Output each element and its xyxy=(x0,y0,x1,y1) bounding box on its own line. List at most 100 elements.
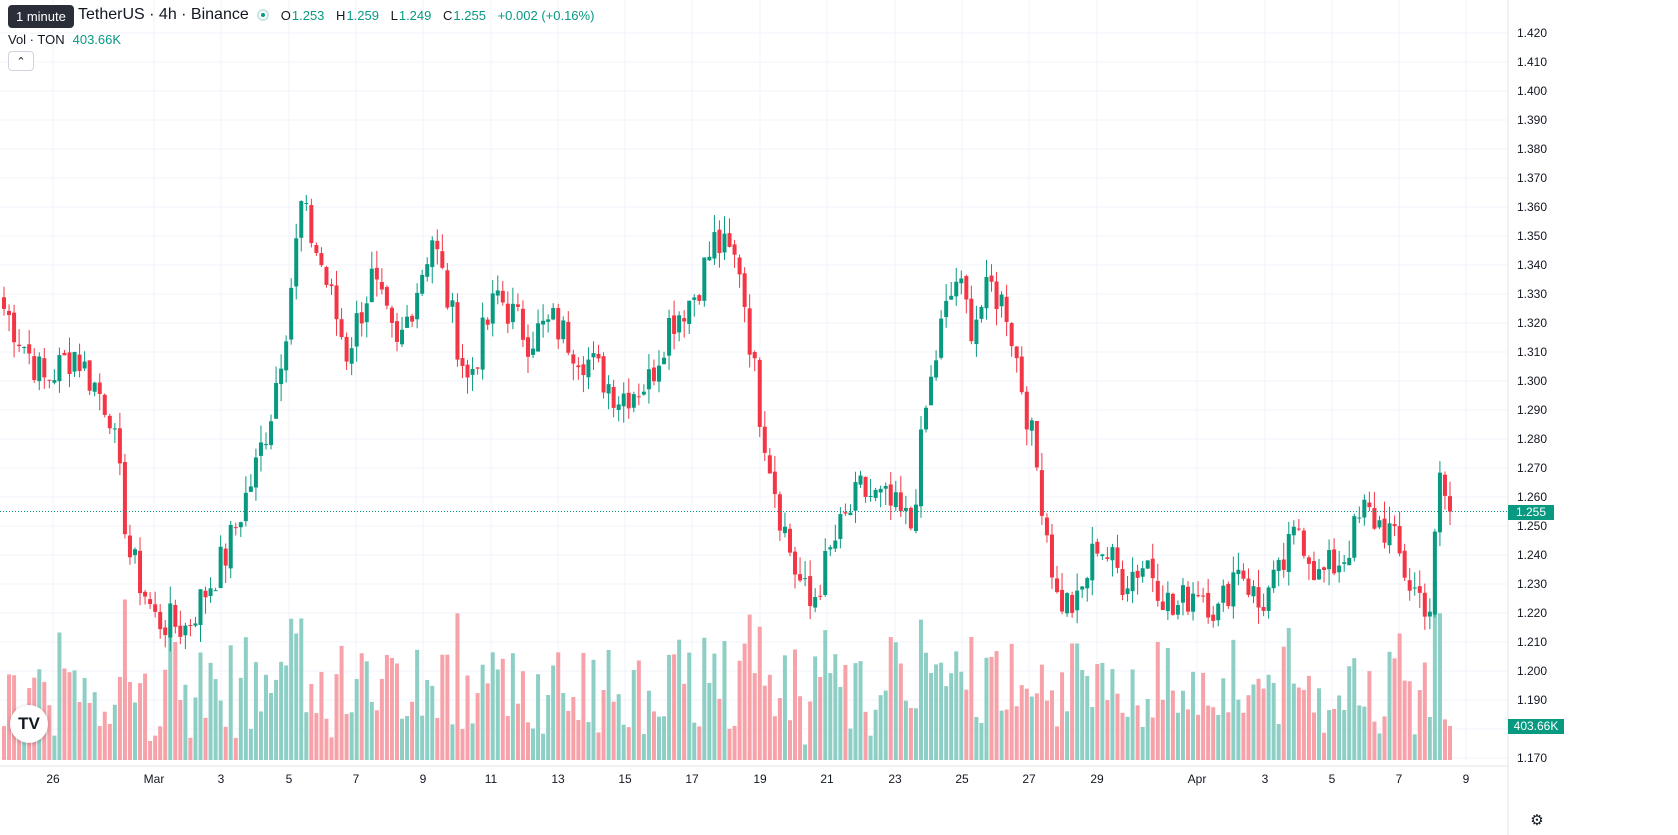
volume-bar xyxy=(1055,726,1060,760)
volume-bar xyxy=(979,722,984,760)
price-tick-label: 1.380 xyxy=(1517,142,1547,156)
volume-bar xyxy=(662,716,667,760)
candle-body xyxy=(525,337,530,357)
settings-icon[interactable]: ⚙ xyxy=(1530,812,1544,829)
volume-bar xyxy=(989,656,994,760)
volume-bar xyxy=(1397,633,1402,760)
volume-bar xyxy=(435,718,440,760)
volume-bar xyxy=(1306,675,1311,760)
candle-body xyxy=(299,201,304,238)
volume-bar xyxy=(1266,674,1271,760)
collapse-legend-button[interactable]: ⌃ xyxy=(8,51,34,71)
candle-body xyxy=(576,365,581,368)
volume-bar xyxy=(677,639,682,760)
candle-body xyxy=(1367,502,1372,508)
candle-body xyxy=(269,421,274,446)
volume-bar xyxy=(233,737,238,760)
time-tick-label: 7 xyxy=(1396,772,1403,786)
candle-body xyxy=(32,356,37,380)
candle-body xyxy=(1311,561,1316,581)
candle-body xyxy=(1301,530,1306,556)
volume-bar xyxy=(339,645,344,760)
volume-bar xyxy=(1427,717,1432,760)
candle-body xyxy=(536,323,541,352)
candle-body xyxy=(1442,474,1447,496)
candle-body xyxy=(974,319,979,345)
volume-bar xyxy=(294,633,299,760)
candles xyxy=(2,194,1452,652)
volume-bar xyxy=(420,715,425,760)
candle-body xyxy=(672,315,677,334)
volume-bar xyxy=(1039,664,1044,760)
volume-bar xyxy=(863,711,868,760)
price-tick-label: 1.390 xyxy=(1517,113,1547,127)
interval-tooltip: 1 minute xyxy=(8,5,74,28)
volume-bar xyxy=(1241,712,1246,760)
candle-body xyxy=(777,494,782,531)
candle-body xyxy=(1387,523,1392,546)
chart-legend: TetherUS · 4h · Binance O1.253 H1.259 L1… xyxy=(8,6,602,24)
volume-bar xyxy=(1201,672,1206,760)
price-tick-label: 1.210 xyxy=(1517,635,1547,649)
candle-body xyxy=(1201,595,1206,597)
volume-bar xyxy=(309,683,314,760)
volume-bar xyxy=(964,689,969,760)
volume-bar xyxy=(1110,669,1115,760)
volume-bar xyxy=(1034,693,1039,760)
candle-body xyxy=(1266,587,1271,611)
volume-bar xyxy=(762,685,767,760)
volume-bar xyxy=(369,701,374,760)
candle-body xyxy=(833,540,838,549)
volume-bar xyxy=(269,692,274,760)
volume-bar xyxy=(1221,678,1226,760)
candle-body xyxy=(87,360,92,391)
symbol-title[interactable]: TetherUS · 4h · Binance xyxy=(78,6,249,23)
candle-body xyxy=(289,287,294,340)
volume-bar xyxy=(1090,707,1095,760)
candle-body xyxy=(314,245,319,254)
candle-body xyxy=(888,484,893,506)
candle-body xyxy=(72,352,77,372)
volume-bar xyxy=(329,737,334,760)
volume-bar xyxy=(823,630,828,760)
grid-lines xyxy=(0,0,1508,760)
volume-bar xyxy=(1296,687,1301,760)
volume-bar xyxy=(793,649,798,760)
time-tick-label: 23 xyxy=(888,772,902,786)
time-tick-label: 3 xyxy=(218,772,225,786)
time-tick-label: Apr xyxy=(1188,772,1207,786)
candle-body xyxy=(616,404,621,410)
volume-bar xyxy=(1246,695,1251,760)
candle-body xyxy=(1306,557,1311,564)
candle-body xyxy=(475,367,480,369)
volume-bar xyxy=(656,716,661,760)
volume-bar xyxy=(717,698,722,760)
candle-body xyxy=(646,369,651,390)
volume-label[interactable]: Vol · TON xyxy=(8,32,65,47)
candle-body xyxy=(233,527,238,529)
candle-body xyxy=(1276,560,1281,572)
tradingview-logo-icon[interactable]: TV xyxy=(10,705,48,743)
volume-bar xyxy=(1014,706,1019,760)
candle-body xyxy=(1347,557,1352,566)
candle-body xyxy=(1155,580,1160,601)
volume-bar xyxy=(1382,716,1387,760)
volume-bar xyxy=(344,713,349,760)
volume-bar xyxy=(183,684,188,760)
volume-bar xyxy=(415,649,420,760)
volume-bar xyxy=(495,669,500,760)
volume-bar xyxy=(72,670,77,760)
candle-body xyxy=(1125,588,1130,595)
price-tick-label: 1.290 xyxy=(1517,403,1547,417)
candle-body xyxy=(1246,578,1251,595)
volume-bar xyxy=(1024,688,1029,760)
volume-bar xyxy=(742,643,747,760)
volume-bar xyxy=(682,683,687,760)
volume-bar xyxy=(1004,709,1009,760)
volume-legend: Vol · TON 403.66K xyxy=(8,32,121,47)
volume-bar xyxy=(551,665,556,760)
volume-bar xyxy=(621,724,626,760)
volume-bar xyxy=(203,717,208,760)
candle-body xyxy=(349,348,354,364)
